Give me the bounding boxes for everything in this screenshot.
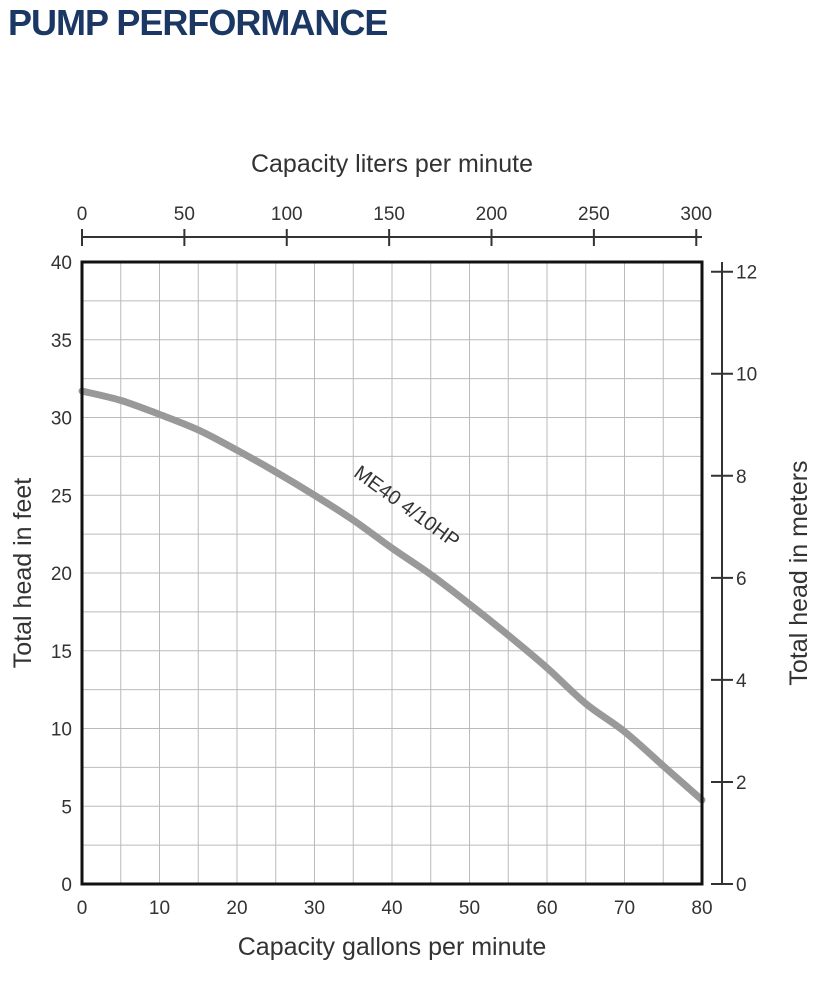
- y2-tick-label: 6: [736, 569, 747, 590]
- y-tick-label: 5: [61, 797, 72, 818]
- x-axis-title: Capacity gallons per minute: [238, 933, 547, 961]
- y2-tick-label: 2: [736, 773, 747, 794]
- y2-tick-label: 8: [736, 467, 747, 488]
- x2-axis-title: Capacity liters per minute: [251, 150, 533, 178]
- page-title: PUMP PERFORMANCE: [8, 2, 388, 43]
- series-line-me40: [78, 387, 706, 804]
- x-tick-label: 30: [304, 898, 325, 919]
- y-tick-label: 35: [51, 331, 72, 352]
- x-tick-label: 80: [691, 898, 712, 919]
- y2-tick-label: 12: [736, 263, 757, 284]
- x2-tick-label: 100: [271, 204, 303, 225]
- y2-axis-title: Total head in meters: [785, 460, 813, 685]
- plot-frame: [80, 260, 704, 886]
- grid: [82, 262, 702, 884]
- series-label-me40: ME40 4/10HP: [350, 462, 464, 553]
- x2-tick-label: 300: [680, 204, 712, 225]
- x-tick-label: 70: [614, 898, 635, 919]
- x-tick-label: 40: [381, 898, 402, 919]
- y-tick-label: 15: [51, 642, 72, 663]
- y2-tick-label: 10: [736, 365, 757, 386]
- x-tick-label: 10: [149, 898, 170, 919]
- y-tick-label: 0: [61, 875, 72, 896]
- y-tick-label: 25: [51, 486, 72, 507]
- x-tick-label: 0: [77, 898, 88, 919]
- x2-tick-label: 150: [373, 204, 405, 225]
- y-tick-label: 30: [51, 409, 72, 430]
- x-tick-label: 50: [459, 898, 480, 919]
- axis-labels: Capacity gallons per minute Total head i…: [9, 150, 813, 961]
- x2-tick-label: 250: [578, 204, 610, 225]
- x2-tick-label: 0: [77, 204, 88, 225]
- x2-tick-label: 50: [174, 204, 195, 225]
- y-tick-label: 10: [51, 720, 72, 741]
- x-tick-label: 60: [536, 898, 557, 919]
- curve-layer: [78, 387, 706, 804]
- x-tick-label: 20: [226, 898, 247, 919]
- y2-tick-label: 0: [736, 875, 747, 896]
- y-axis-title: Total head in feet: [9, 478, 37, 668]
- x2-tick-label: 200: [476, 204, 508, 225]
- y2-tick-label: 4: [736, 671, 747, 692]
- y-tick-label: 40: [51, 253, 72, 274]
- y-tick-label: 20: [51, 564, 72, 585]
